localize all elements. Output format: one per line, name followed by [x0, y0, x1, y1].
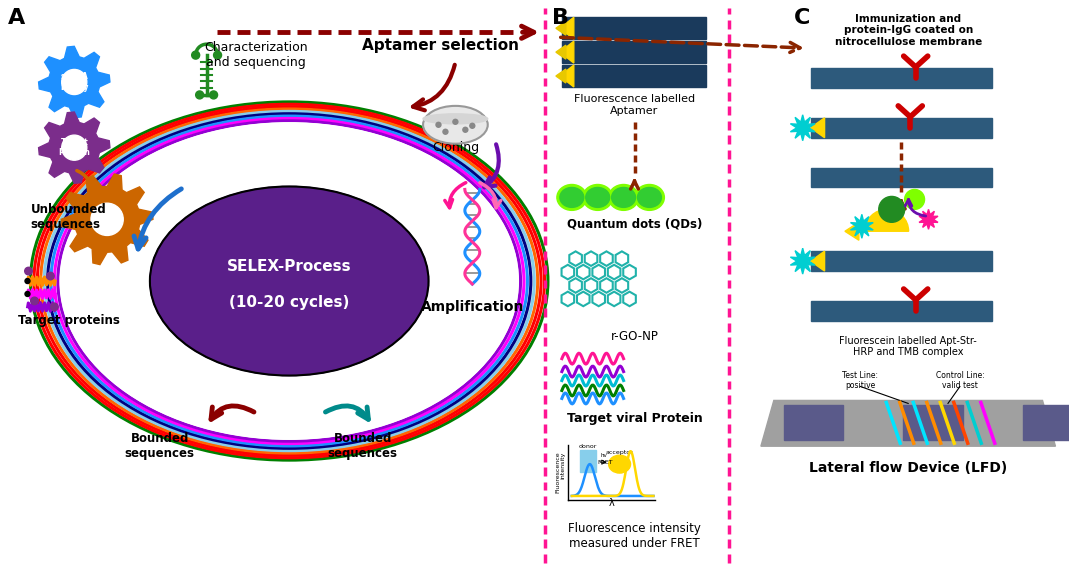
Text: Bounded
sequences: Bounded sequences: [124, 432, 195, 460]
Polygon shape: [761, 401, 1056, 446]
Text: Fluorescence intensity
measured under FRET: Fluorescence intensity measured under FR…: [568, 522, 701, 550]
Bar: [810, 251, 992, 271]
Circle shape: [25, 267, 32, 275]
Text: λ: λ: [609, 498, 614, 508]
Polygon shape: [560, 65, 574, 87]
Text: Target
Protein: Target Protein: [58, 138, 90, 158]
Polygon shape: [560, 41, 574, 63]
Bar: [1023, 405, 1072, 440]
Text: C: C: [793, 9, 810, 28]
Circle shape: [46, 272, 55, 280]
Circle shape: [62, 69, 87, 94]
Polygon shape: [560, 17, 574, 39]
Polygon shape: [556, 45, 566, 59]
Ellipse shape: [609, 184, 639, 211]
Text: r-GO-NP: r-GO-NP: [611, 330, 658, 343]
Circle shape: [210, 91, 218, 99]
Bar: [562, 41, 706, 63]
Bar: [904, 405, 963, 440]
Polygon shape: [810, 118, 824, 138]
Polygon shape: [790, 248, 815, 274]
Ellipse shape: [638, 187, 661, 207]
Text: Control Line:
valid test: Control Line: valid test: [936, 371, 984, 390]
Polygon shape: [61, 174, 153, 265]
Bar: [810, 118, 992, 138]
Circle shape: [62, 135, 87, 160]
Wedge shape: [865, 209, 909, 231]
Circle shape: [463, 127, 467, 132]
Ellipse shape: [60, 123, 518, 439]
Text: SELEX-Process: SELEX-Process: [227, 258, 352, 274]
Polygon shape: [556, 69, 566, 83]
Text: Characterization
and sequencing: Characterization and sequencing: [205, 41, 308, 69]
Polygon shape: [556, 21, 566, 35]
Text: acceptor: acceptor: [606, 450, 634, 455]
Text: Fluorescence labelled
Aptamer: Fluorescence labelled Aptamer: [574, 94, 695, 116]
Text: Bind to
specific
target: Bind to specific target: [92, 209, 122, 229]
Bar: [810, 68, 992, 88]
Bar: [784, 405, 844, 440]
Circle shape: [192, 51, 199, 59]
Ellipse shape: [556, 184, 586, 211]
Text: Fluorescein labelled Apt-Str-
HRP and TMB complex: Fluorescein labelled Apt-Str- HRP and TM…: [839, 336, 977, 357]
Text: Bounded
sequences: Bounded sequences: [328, 432, 398, 460]
Text: Target viral Protein: Target viral Protein: [567, 412, 702, 425]
Circle shape: [25, 291, 30, 296]
Circle shape: [50, 303, 58, 311]
Text: FRET: FRET: [598, 460, 613, 465]
Text: Test Line:
positive: Test Line: positive: [843, 371, 878, 390]
Text: (10-20 cycles): (10-20 cycles): [229, 295, 349, 311]
Circle shape: [213, 51, 222, 59]
Circle shape: [443, 129, 448, 134]
Circle shape: [91, 203, 123, 236]
Circle shape: [31, 297, 39, 305]
Bar: [562, 17, 706, 39]
Ellipse shape: [150, 187, 429, 376]
Text: hv: hv: [600, 453, 607, 458]
Bar: [810, 168, 992, 187]
Circle shape: [905, 189, 924, 209]
Ellipse shape: [423, 106, 488, 144]
Ellipse shape: [423, 114, 488, 124]
Ellipse shape: [585, 187, 610, 207]
Circle shape: [196, 91, 204, 99]
Ellipse shape: [612, 187, 636, 207]
Polygon shape: [39, 46, 110, 118]
Polygon shape: [790, 115, 815, 141]
Text: Unbounded
sequences: Unbounded sequences: [30, 203, 106, 232]
Text: Aptamer selection: Aptamer selection: [362, 38, 519, 53]
Polygon shape: [845, 222, 859, 240]
Text: Target proteins: Target proteins: [17, 314, 119, 327]
Bar: [810, 301, 992, 321]
Text: A: A: [8, 9, 25, 28]
Text: ssDNA
library: ssDNA library: [60, 72, 89, 92]
Ellipse shape: [583, 184, 612, 211]
Circle shape: [25, 279, 30, 283]
Bar: [562, 65, 706, 87]
Text: Lateral flow Device (LFD): Lateral flow Device (LFD): [809, 461, 1008, 475]
Circle shape: [452, 119, 458, 124]
Circle shape: [436, 122, 441, 127]
Ellipse shape: [560, 187, 584, 207]
Polygon shape: [810, 251, 824, 271]
Polygon shape: [850, 215, 874, 238]
Circle shape: [879, 196, 905, 222]
Text: B: B: [552, 9, 569, 28]
Polygon shape: [39, 112, 110, 183]
Ellipse shape: [635, 184, 665, 211]
Text: Fluorescence
intensity: Fluorescence intensity: [555, 451, 566, 493]
Polygon shape: [919, 209, 938, 229]
Text: Immunization and
protein-IgG coated on
nitrocellulose membrane: Immunization and protein-IgG coated on n…: [834, 14, 982, 47]
Text: Quantum dots (QDs): Quantum dots (QDs): [567, 218, 702, 231]
Circle shape: [470, 123, 475, 128]
Text: Cloning: Cloning: [432, 141, 479, 154]
Bar: [580, 450, 596, 472]
Text: Amplification: Amplification: [420, 300, 524, 314]
Text: donor: donor: [579, 444, 597, 449]
Ellipse shape: [609, 455, 630, 473]
